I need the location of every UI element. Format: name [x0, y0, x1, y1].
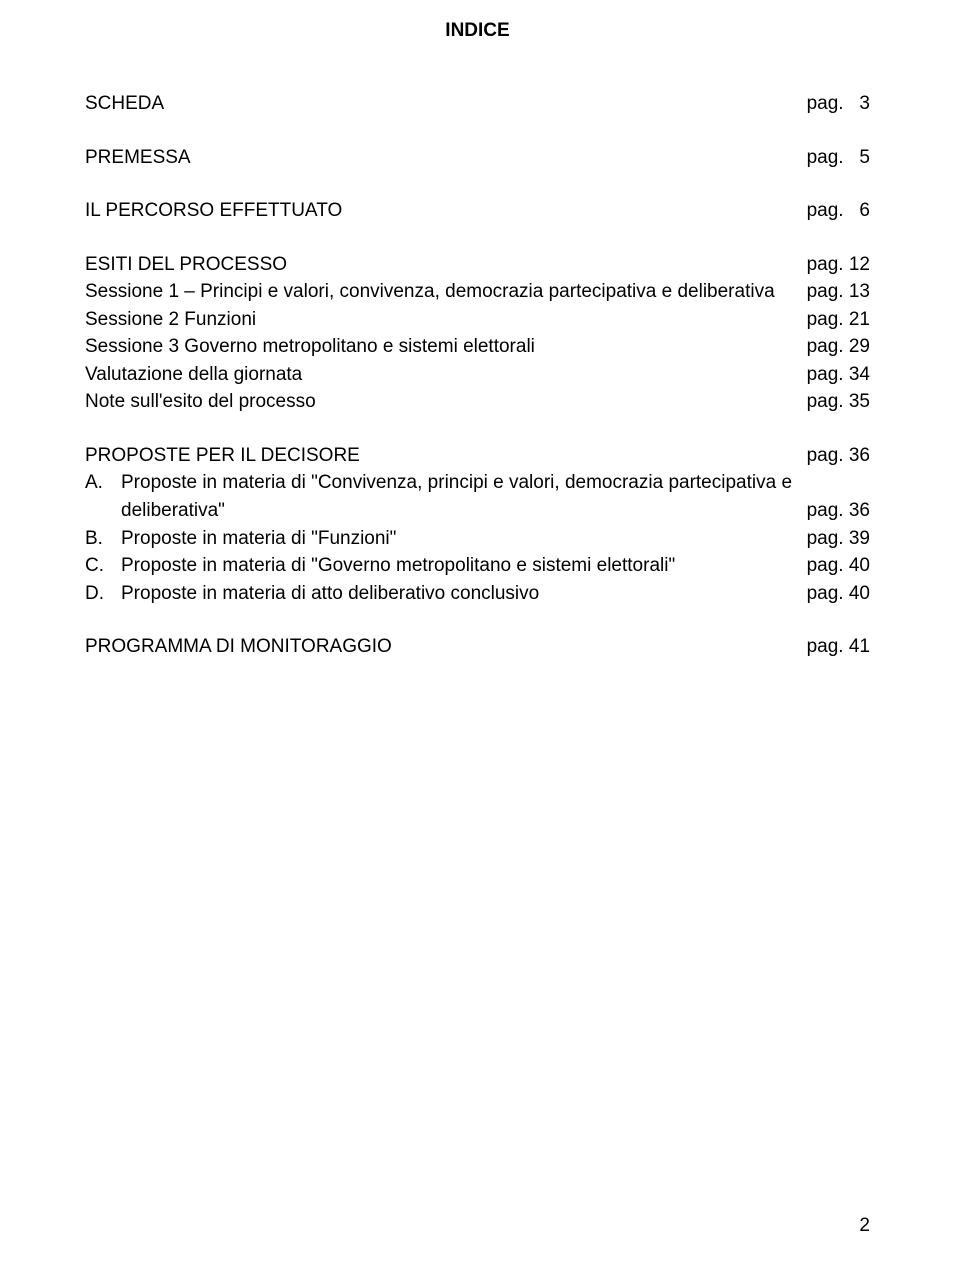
page-num: 5 [859, 147, 870, 168]
toc-label: PREMESSA [85, 144, 807, 172]
pag-label: pag. [807, 636, 844, 657]
pag-label: pag. [807, 309, 844, 330]
toc-page: pag. 36 [807, 497, 870, 525]
toc-label: PROPOSTE PER IL DECISORE [85, 442, 807, 470]
pag-label: pag. [807, 528, 844, 549]
page-num: 29 [849, 336, 870, 357]
toc-label: Sessione 2 Funzioni [85, 306, 807, 334]
page-num: 13 [849, 281, 870, 302]
page-num: 3 [859, 93, 870, 114]
page-num: 34 [849, 364, 870, 385]
page-num: 12 [849, 254, 870, 275]
page: INDICE SCHEDA pag. 3 PREMESSA pag. 5 IL … [0, 0, 960, 1265]
toc-label: Valutazione della giornata [85, 361, 807, 389]
toc-page: pag. 21 [807, 306, 870, 334]
page-num: 40 [849, 555, 870, 576]
toc-label: C. Proposte in materia di "Governo metro… [85, 552, 807, 580]
toc-row: Sessione 1 – Principi e valori, conviven… [85, 278, 870, 306]
toc-label: B. Proposte in materia di "Funzioni" [85, 525, 807, 553]
toc-sublabel: Proposte in materia di atto deliberativo… [121, 583, 539, 604]
toc-page: pag. 40 [807, 580, 870, 608]
pag-label: pag. [807, 93, 844, 114]
page-num: 39 [849, 528, 870, 549]
pag-label: pag. [807, 200, 844, 221]
toc-row: Valutazione della giornata pag. 34 [85, 361, 870, 389]
pag-label: pag. [807, 391, 844, 412]
toc-page: pag. 34 [807, 361, 870, 389]
pag-label: pag. [807, 555, 844, 576]
pag-label: pag. [807, 254, 844, 275]
pag-label: pag. [807, 583, 844, 604]
bullet: C. [85, 552, 104, 580]
toc-page: pag. 29 [807, 333, 870, 361]
toc-page: pag. 6 [807, 197, 870, 225]
toc-sublabel: Proposte in materia di "Governo metropol… [121, 555, 675, 576]
toc-row: B. Proposte in materia di "Funzioni" pag… [85, 525, 870, 553]
pag-label: pag. [807, 364, 844, 385]
page-num: 41 [849, 636, 870, 657]
page-num: 36 [849, 500, 870, 521]
page-num: 35 [849, 391, 870, 412]
toc-label: Sessione 1 – Principi e valori, conviven… [85, 278, 807, 306]
pag-label: pag. [807, 281, 844, 302]
toc-row: IL PERCORSO EFFETTUATO pag. 6 [85, 197, 870, 225]
toc-row: Note sull'esito del processo pag. 35 [85, 388, 870, 416]
toc-row: Sessione 3 Governo metropolitano e siste… [85, 333, 870, 361]
page-num: 21 [849, 309, 870, 330]
toc-page: pag. 36 [807, 442, 870, 470]
toc-sublabel: Proposte in materia di "Funzioni" [121, 528, 396, 549]
toc-label: D. Proposte in materia di atto deliberat… [85, 580, 807, 608]
bullet: D. [85, 580, 104, 608]
pag-label: pag. [807, 336, 844, 357]
toc-page: pag. 41 [807, 633, 870, 661]
bullet: B. [85, 525, 103, 553]
page-num: 6 [859, 200, 870, 221]
toc-row: PREMESSA pag. 5 [85, 144, 870, 172]
toc-row: C. Proposte in materia di "Governo metro… [85, 552, 870, 580]
toc-label: ESITI DEL PROCESSO [85, 251, 807, 279]
pag-label: pag. [807, 445, 844, 466]
toc-page: pag. 40 [807, 552, 870, 580]
toc-row: Sessione 2 Funzioni pag. 21 [85, 306, 870, 334]
toc-page: pag. 13 [807, 278, 870, 306]
toc-label: SCHEDA [85, 90, 807, 118]
toc-row: PROPOSTE PER IL DECISORE pag. 36 [85, 442, 870, 470]
toc-label: PROGRAMMA DI MONITORAGGIO [85, 633, 807, 661]
toc-row: SCHEDA pag. 3 [85, 90, 870, 118]
toc-label: A. Proposte in materia di "Convivenza, p… [85, 469, 807, 524]
toc-row: PROGRAMMA DI MONITORAGGIO pag. 41 [85, 633, 870, 661]
toc-row: A. Proposte in materia di "Convivenza, p… [85, 469, 870, 524]
toc-page: pag. 5 [807, 144, 870, 172]
toc-page: pag. 3 [807, 90, 870, 118]
bullet: A. [85, 469, 103, 497]
pag-label: pag. [807, 500, 844, 521]
pag-label: pag. [807, 147, 844, 168]
page-num: 40 [849, 583, 870, 604]
footer-page-number: 2 [859, 1215, 870, 1237]
toc-label: Note sull'esito del processo [85, 388, 807, 416]
toc-label: Sessione 3 Governo metropolitano e siste… [85, 333, 807, 361]
toc-row: D. Proposte in materia di atto deliberat… [85, 580, 870, 608]
toc-label: IL PERCORSO EFFETTUATO [85, 197, 807, 225]
page-title: INDICE [85, 20, 870, 42]
toc-page: pag. 12 [807, 251, 870, 279]
toc-page: pag. 35 [807, 388, 870, 416]
toc-row: ESITI DEL PROCESSO pag. 12 [85, 251, 870, 279]
toc-page: pag. 39 [807, 525, 870, 553]
page-num: 36 [849, 445, 870, 466]
toc-sublabel: Proposte in materia di "Convivenza, prin… [121, 472, 792, 521]
